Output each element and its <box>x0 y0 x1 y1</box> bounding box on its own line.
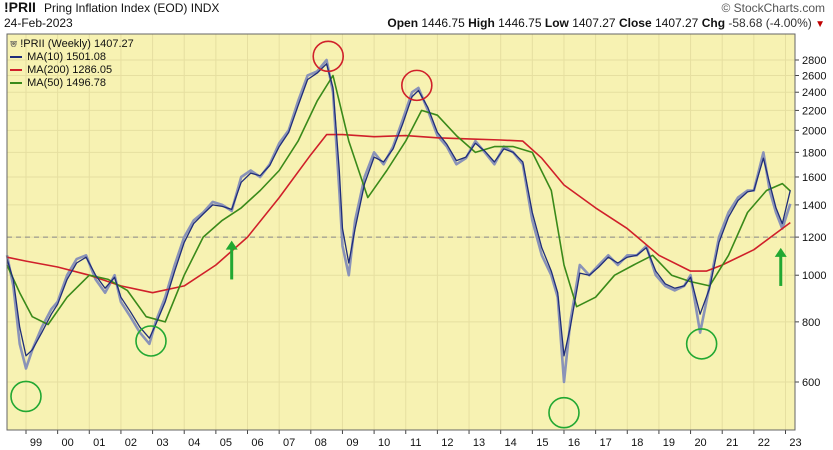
legend-ma10-label: MA(10) 1501.08 <box>27 51 106 63</box>
price-chart: 6008001000120014001600180020002200240026… <box>5 33 826 449</box>
x-tick-label: 09 <box>346 437 358 449</box>
y-tick-label: 2600 <box>802 70 826 82</box>
open-label: Open <box>387 16 419 30</box>
x-tick-label: 02 <box>125 437 137 449</box>
x-tick-label: 20 <box>694 437 706 449</box>
x-tick-label: 19 <box>663 437 675 449</box>
index-title: Pring Inflation Index (EOD) INDX <box>44 1 219 15</box>
series-price-line <box>5 58 792 384</box>
x-tick-label: 05 <box>220 437 232 449</box>
x-tick-label: 13 <box>473 437 485 449</box>
legend-price-icon: ⩐ <box>10 38 18 50</box>
y-tick-label: 1600 <box>802 172 826 184</box>
high-label: High <box>468 16 495 30</box>
x-tick-label: 06 <box>251 437 263 449</box>
x-tick-label: 07 <box>283 437 295 449</box>
down-arrow-icon: ▼ <box>815 19 825 30</box>
quote-date: 24-Feb-2023 <box>4 16 73 30</box>
annotation-circle-red <box>401 69 433 102</box>
x-tick-label: 17 <box>600 437 612 449</box>
legend-price-label: !PRII (Weekly) 1407.27 <box>20 38 134 50</box>
legend-item-ma200: MA(200) 1286.05 <box>10 64 112 77</box>
brand-logo: © StockCharts.com <box>721 1 825 15</box>
y-tick-label: 1200 <box>802 232 826 244</box>
x-tick-label: 21 <box>726 437 738 449</box>
x-tick-label: 10 <box>378 437 390 449</box>
ohlc-readout: Open 1446.75 High 1446.75 Low 1407.27 Cl… <box>387 16 825 32</box>
x-tick-label: 04 <box>188 437 200 449</box>
open-value: 1446.75 <box>421 16 465 30</box>
y-tick-label: 600 <box>802 377 820 389</box>
x-tick-label: 23 <box>789 437 801 449</box>
x-tick-label: 99 <box>30 437 42 449</box>
x-tick-label: 03 <box>156 437 168 449</box>
x-tick-label: 00 <box>62 437 74 449</box>
plot-frame <box>6 33 796 431</box>
legend-ma50-swatch <box>10 82 22 85</box>
y-tick-label: 2400 <box>802 87 826 99</box>
x-tick-label: 14 <box>505 437 517 449</box>
annotation-layer <box>10 40 787 429</box>
legend-item-price: ⩐ !PRII (Weekly) 1407.27 <box>10 38 134 51</box>
series-ma10-line <box>6 63 791 357</box>
series-ma200-line <box>6 133 791 294</box>
y-tick-label: 2800 <box>802 55 826 67</box>
x-tick-label: 16 <box>568 437 580 449</box>
up-arrow-head-icon <box>774 247 787 257</box>
grid-lines <box>7 34 795 430</box>
legend-ma200-label: MA(200) 1286.05 <box>27 64 113 76</box>
x-tick-label: 01 <box>93 437 105 449</box>
y-tick-label: 2000 <box>802 125 826 137</box>
x-tick-label: 12 <box>441 437 453 449</box>
x-tick-label: 08 <box>315 437 327 449</box>
series-layer <box>5 58 792 384</box>
annotation-circle-green <box>135 325 167 357</box>
chg-value: -58.68 (-4.00%) <box>728 16 812 30</box>
y-tick-label: 1000 <box>802 270 826 282</box>
y-tick-label: 800 <box>802 317 820 329</box>
high-value: 1446.75 <box>498 16 542 30</box>
legend-ma50-label: MA(50) 1496.78 <box>27 77 106 89</box>
annotation-circle-green <box>548 396 580 429</box>
legend-ma200-swatch <box>10 69 22 72</box>
x-tick-label: 18 <box>631 437 643 449</box>
y-axis-ticks: 600 800 1000 1200 1400 1600 1800 2000 2200 2400 26… <box>795 55 826 389</box>
low-label: Low <box>544 16 569 30</box>
annotation-circle-red <box>312 40 345 73</box>
legend-item-ma10: MA(10) 1501.08 <box>10 51 106 64</box>
symbol: !PRII <box>4 0 36 15</box>
chart-header-top: !PRII Pring Inflation Index (EOD) INDX ©… <box>0 0 833 15</box>
close-value: 1407.27 <box>654 16 699 30</box>
index-name: Pring Inflation Index (EOD) <box>44 1 188 15</box>
low-value: 1407.27 <box>572 16 616 30</box>
close-label: Close <box>618 16 652 30</box>
annotation-circle-green <box>10 380 42 413</box>
chart-header-quote: 24-Feb-2023 Open 1446.75 High 1446.75 Lo… <box>0 16 833 30</box>
x-tick-label: 11 <box>410 437 421 449</box>
y-tick-label: 2200 <box>802 105 826 117</box>
legend-ma10-swatch <box>10 56 22 59</box>
legend-item-ma50: MA(50) 1496.78 <box>10 77 106 90</box>
y-tick-label: 1800 <box>802 147 826 159</box>
up-arrow-head-icon <box>225 240 238 250</box>
series-ma50-line <box>6 74 791 326</box>
chg-label: Chg <box>701 16 726 30</box>
annotation-circle-green <box>685 328 718 360</box>
x-tick-label: 22 <box>758 437 770 449</box>
x-tick-label: 15 <box>536 437 548 449</box>
exchange-label: INDX <box>190 1 220 15</box>
y-tick-label: 1400 <box>802 200 826 212</box>
plot-background <box>7 34 795 430</box>
x-axis-ticks: 99 00 01 02 03 04 05 06 07 08 09 10 11 12 13 14 15 16 17 18… <box>25 430 802 449</box>
